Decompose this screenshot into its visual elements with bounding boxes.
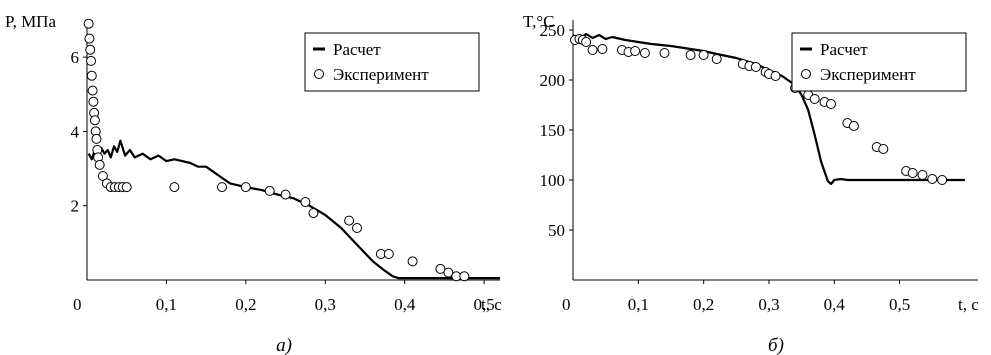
plot-area-pressure: 2 4 6 0,1 0,2 0,3 0,4 0,5 Расчет Эксперимент	[71, 18, 500, 314]
panel-caption-a: а)	[276, 335, 292, 355]
data-point-experiment-b	[907, 168, 918, 178]
data-point-experiment-b	[917, 170, 928, 180]
chart-pressure: P, МПа t, с 0 а) 2 4 6 0,1 0,2 0,3 0,4 0,5 Расче…	[5, 12, 502, 355]
data-point-experiment-b	[639, 48, 650, 58]
data-point-experiment-b	[711, 54, 722, 64]
origin-label-pressure: 0	[73, 295, 82, 314]
x-tick-label-b: 0,5	[889, 295, 910, 314]
y-tick-label-b: 50	[548, 221, 565, 240]
data-point-experiment-a	[240, 182, 251, 193]
data-point-experiment-a	[86, 70, 97, 81]
x-tick-label-a: 0,5	[473, 295, 494, 314]
x-tick-label-a: 0,4	[394, 295, 416, 314]
y-tick-label-b: 100	[540, 171, 566, 190]
data-point-experiment-b	[750, 62, 761, 72]
data-point-experiment-a	[383, 249, 394, 259]
data-point-experiment-a	[86, 55, 96, 66]
data-point-experiment-a	[83, 18, 94, 29]
data-point-experiment-b	[698, 50, 709, 60]
legend-marker-icon-a	[314, 69, 324, 79]
data-point-experiment-b	[659, 48, 670, 58]
data-point-experiment-a	[85, 44, 96, 55]
x-tick-label-b: 0,4	[824, 295, 846, 314]
x-tick-label-a: 0,3	[315, 295, 336, 314]
legend-marker-icon-b	[801, 69, 811, 79]
data-point-experiment-a	[87, 85, 98, 96]
y-tick-label-b: 250	[540, 21, 566, 40]
xlabel-pressure: t, с	[481, 295, 502, 314]
x-tick-label-b: 0,3	[758, 295, 779, 314]
data-point-experiment-a	[308, 208, 319, 219]
y-tick-label-a: 6	[71, 48, 80, 67]
data-point-experiment-b	[878, 144, 889, 154]
x-tick-label-a: 0,2	[235, 295, 256, 314]
data-point-experiment-b	[630, 46, 641, 56]
data-point-experiment-b	[848, 121, 859, 131]
data-point-experiment-a	[84, 33, 95, 44]
data-point-experiment-b	[937, 175, 948, 185]
data-point-experiment-a	[88, 96, 99, 107]
data-point-experiment-b	[927, 174, 938, 184]
data-point-experiment-a	[435, 263, 446, 274]
data-point-experiment-b	[581, 37, 592, 47]
y-tick-label-b: 200	[540, 71, 566, 90]
xlabel-temperature: t, с	[958, 295, 979, 314]
y-tick-label-a: 2	[71, 197, 80, 216]
data-point-experiment-a	[91, 133, 102, 144]
x-tick-label-a: 0,1	[156, 295, 177, 314]
ylabel-temperature: T,°C	[523, 12, 555, 31]
chart-temperature: T,°C t, с 0 б) 50 100 150 200 250 0,1 0,2 0,3 0,…	[523, 12, 979, 355]
data-point-experiment-b	[685, 50, 696, 60]
ylabel-pressure: P, МПа	[5, 12, 56, 31]
data-point-experiment-a	[459, 271, 470, 282]
data-point-experiment-a	[89, 115, 100, 126]
series-line-calc-a	[87, 139, 500, 280]
data-point-experiment-b	[826, 99, 836, 109]
data-point-experiment-a	[300, 197, 311, 207]
series-line-calc-b	[572, 32, 965, 186]
data-point-experiment-a	[121, 182, 132, 193]
x-tick-label-b: 0,1	[628, 295, 649, 314]
data-point-experiment-a	[264, 185, 275, 196]
data-point-experiment-a	[352, 223, 362, 233]
legend-box-b	[791, 32, 967, 92]
data-point-experiment-b	[809, 94, 820, 104]
legend-label-calc-a: Расчет	[333, 40, 381, 59]
legend-label-calc-b: Расчет	[820, 40, 868, 59]
data-point-experiment-a	[217, 182, 227, 193]
x-tick-label-b: 0,2	[693, 295, 714, 314]
origin-label-temperature: 0	[562, 295, 571, 314]
legend-box-a	[304, 32, 480, 92]
data-point-experiment-a	[407, 256, 418, 267]
data-point-experiment-a	[344, 215, 355, 226]
data-point-experiment-a	[280, 189, 291, 200]
data-point-experiment-b	[770, 71, 781, 81]
y-tick-label-a: 4	[71, 122, 80, 141]
y-tick-label-b: 150	[540, 121, 566, 140]
legend-label-experiment-a: Эксперимент	[333, 65, 429, 84]
legend-label-experiment-b: Эксперимент	[820, 65, 916, 84]
data-point-experiment-b	[597, 44, 608, 54]
data-point-experiment-a	[169, 182, 180, 193]
panel-caption-b: б)	[768, 335, 784, 355]
data-point-experiment-a	[94, 159, 105, 170]
data-point-experiment-b	[587, 45, 598, 55]
data-point-experiment-a	[443, 267, 454, 278]
plot-area-temperature: 50 100 150 200 250 0,1 0,2 0,3 0,4 0,5 Расчет Экспе…	[540, 20, 978, 314]
